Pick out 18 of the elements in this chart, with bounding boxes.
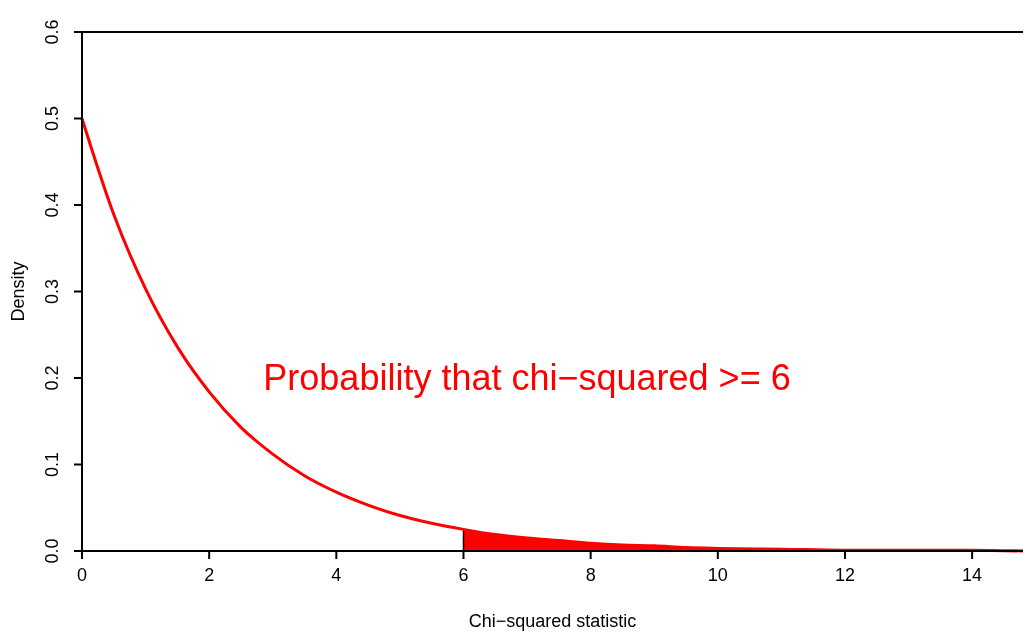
x-tick-label: 0 xyxy=(76,565,88,585)
y-tick-label: 0.6 xyxy=(42,19,62,45)
x-tick-label: 14 xyxy=(962,565,983,585)
x-axis-title: Chi−squared statistic xyxy=(468,611,637,631)
y-tick-label: 0.0 xyxy=(42,538,62,564)
y-axis-title: Density xyxy=(8,261,28,322)
x-tick-label: 8 xyxy=(585,565,596,585)
y-tick-label: 0.2 xyxy=(42,365,62,391)
y-tick-label: 0.1 xyxy=(42,451,62,478)
annotation: Probability that chi−squared >= 6 xyxy=(263,356,791,398)
y-tick-label: 0.4 xyxy=(42,192,62,218)
x-tick-label: 10 xyxy=(707,565,728,585)
y-tick-label: 0.3 xyxy=(42,278,62,305)
x-tick-label: 6 xyxy=(458,565,469,585)
x-tick-label: 2 xyxy=(204,565,215,585)
x-tick-label: 4 xyxy=(331,565,342,585)
x-tick-label: 12 xyxy=(834,565,855,585)
y-tick-label: 0.5 xyxy=(42,105,62,132)
